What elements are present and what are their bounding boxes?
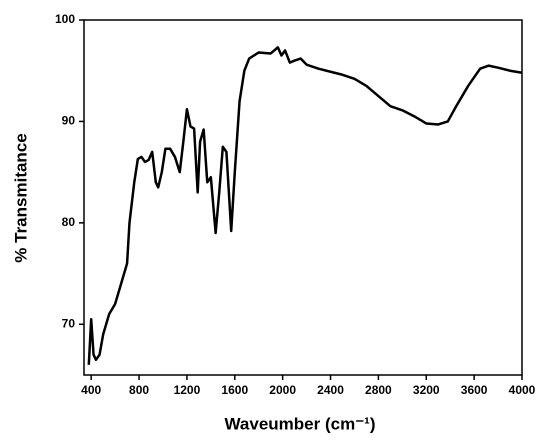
- x-tick-label: 800: [129, 383, 149, 397]
- x-tick-label: 3600: [461, 383, 488, 397]
- x-tick-label: 400: [81, 383, 101, 397]
- x-axis-title: Waveumber (cm⁻¹): [225, 414, 376, 433]
- x-tick-label: 2000: [269, 383, 296, 397]
- spectrum-line: [87, 46, 523, 365]
- plot-frame: [83, 19, 523, 376]
- y-tick-label: 70: [62, 316, 76, 330]
- y-axis-title: % Transmitance: [11, 133, 30, 262]
- y-tick-label: 80: [62, 215, 76, 229]
- x-tick-label: 1600: [221, 383, 248, 397]
- x-tick-label: 3200: [413, 383, 440, 397]
- y-tick-label: 100: [55, 12, 75, 26]
- x-tick-label: 1200: [174, 383, 201, 397]
- x-tick-label: 4000: [509, 383, 536, 397]
- x-tick-label: 2400: [317, 383, 344, 397]
- y-tick-label: 90: [62, 114, 76, 128]
- x-tick-label: 2800: [365, 383, 392, 397]
